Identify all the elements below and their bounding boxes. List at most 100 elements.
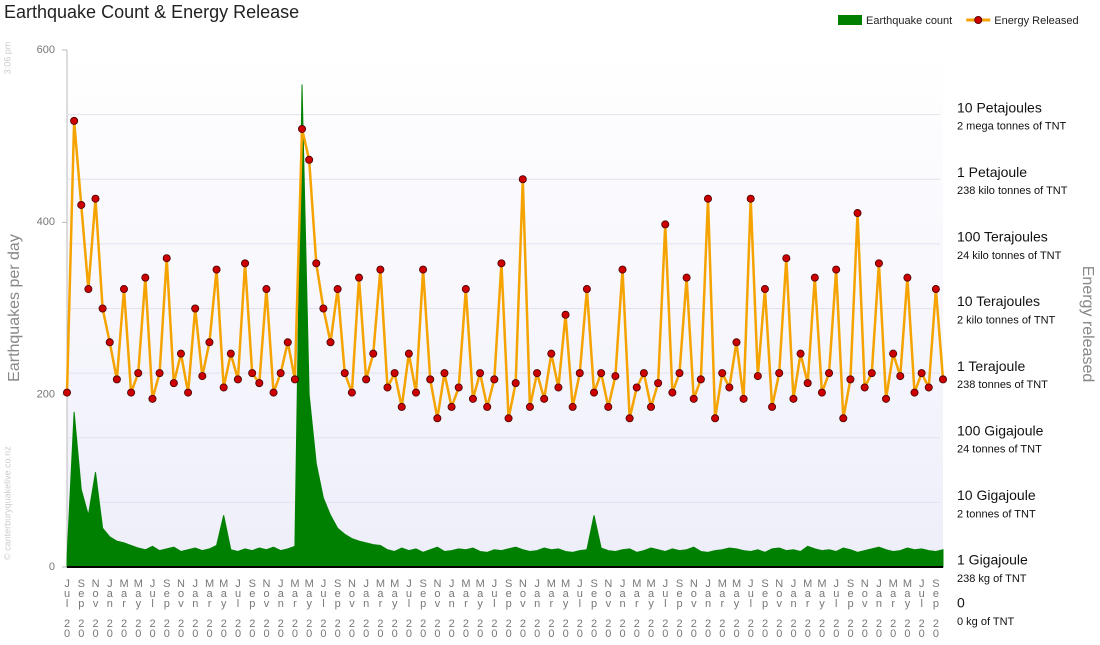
energy-point [369, 349, 378, 358]
x-tick-label: Jul 20 [488, 578, 500, 638]
x-tick-label: Nov 20 [431, 578, 443, 638]
y2-tick-label: 100 Terajoules [957, 229, 1048, 245]
energy-point [476, 369, 485, 378]
x-tick-label: Jan 20 [104, 578, 116, 638]
energy-point [262, 285, 271, 294]
x-tick-label: Jan 20 [360, 578, 372, 638]
x-tick-label: Nov 20 [261, 578, 273, 638]
energy-point [333, 285, 342, 294]
legend-swatch [838, 15, 862, 25]
energy-point [689, 394, 698, 403]
x-tick-label: Jul 20 [317, 578, 329, 638]
energy-point [839, 414, 848, 423]
energy-point [725, 383, 734, 392]
energy-point [882, 394, 891, 403]
energy-point [347, 388, 356, 397]
energy-point [711, 414, 720, 423]
x-tick-label: May 20 [560, 578, 572, 638]
energy-point [98, 304, 107, 313]
legend-label: Energy Released [994, 15, 1078, 27]
timestamp: 3:06 pm [2, 42, 12, 75]
energy-point [896, 372, 905, 381]
x-tick-label: May 20 [132, 578, 144, 638]
y2-tick-note: 2 mega tonnes of TNT [957, 121, 1067, 133]
x-tick-label: Jul 20 [403, 578, 415, 638]
energy-point [846, 375, 855, 384]
y2-tick-note: 24 kilo tonnes of TNT [957, 250, 1062, 262]
energy-point [661, 220, 670, 229]
y2-axis-label: Energy released [1079, 266, 1096, 383]
energy-point [119, 285, 128, 294]
energy-point [732, 338, 741, 347]
energy-point [148, 394, 157, 403]
energy-point [654, 379, 663, 388]
x-tick-label: Sep 20 [75, 578, 87, 638]
x-tick-label: Jan 20 [873, 578, 885, 638]
y-tick-label: 200 [37, 389, 55, 401]
x-tick-label: May 20 [731, 578, 743, 638]
energy-point [169, 379, 178, 388]
energy-point [390, 369, 399, 378]
x-tick-label: Mar 20 [716, 578, 728, 638]
energy-point [105, 338, 114, 347]
x-tick-label: Jul 20 [916, 578, 928, 638]
x-tick-label: Jul 20 [232, 578, 244, 638]
energy-point [141, 273, 150, 282]
energy-point [290, 375, 299, 384]
x-tick-label: May 20 [816, 578, 828, 638]
y-tick-label: 600 [37, 44, 55, 56]
energy-point [112, 375, 121, 384]
y2-tick-note: 238 kilo tonnes of TNT [957, 185, 1068, 197]
x-tick-label: May 20 [474, 578, 486, 638]
energy-point [233, 375, 242, 384]
energy-point [219, 383, 228, 392]
x-tick-label: Jan 20 [446, 578, 458, 638]
energy-point [931, 285, 940, 294]
energy-point [511, 379, 520, 388]
energy-point [582, 285, 591, 294]
energy-point [625, 414, 634, 423]
energy-point [269, 388, 278, 397]
x-tick-label: Nov 20 [773, 578, 785, 638]
y2-tick-note: 238 tonnes of TNT [957, 379, 1048, 391]
x-tick-label: Sep 20 [674, 578, 686, 638]
x-tick-label: Jan 20 [189, 578, 201, 638]
energy-point [397, 402, 406, 411]
y2-tick-label: 10 Terajoules [957, 293, 1040, 309]
energy-point [298, 124, 307, 133]
energy-point [647, 402, 656, 411]
energy-point [305, 155, 314, 164]
x-tick-label: Jan 20 [531, 578, 543, 638]
energy-point [696, 375, 705, 384]
energy-point [283, 338, 292, 347]
energy-line [65, 120, 945, 419]
energy-point [632, 383, 641, 392]
energy-point [490, 375, 499, 384]
x-tick-label: Mar 20 [289, 578, 301, 638]
energy-point [832, 265, 841, 274]
energy-point [533, 369, 542, 378]
energy-point [760, 285, 769, 294]
y2-tick-label: 100 Gigajoule [957, 422, 1044, 438]
credit: © canterburyquakelive.co.nz [2, 446, 12, 560]
energy-point [817, 388, 826, 397]
energy-point [468, 394, 477, 403]
y2-tick-label: 1 Petajoule [957, 164, 1027, 180]
y2-tick-label: 10 Gigajoule [957, 487, 1036, 503]
x-tick-label: Mar 20 [802, 578, 814, 638]
energy-point [618, 265, 627, 274]
energy-point [447, 402, 456, 411]
x-tick-label: Sep 20 [161, 578, 173, 638]
energy-point [497, 259, 506, 268]
x-tick-label: Jan 20 [617, 578, 629, 638]
energy-point [540, 394, 549, 403]
energy-point [611, 372, 620, 381]
x-tick-label: Sep 20 [845, 578, 857, 638]
x-tick-label: Sep 20 [332, 578, 344, 638]
energy-point [917, 369, 926, 378]
energy-point [739, 394, 748, 403]
energy-point [404, 349, 413, 358]
energy-point [340, 369, 349, 378]
x-tick-label: Jan 20 [702, 578, 714, 638]
x-tick-label: May 20 [389, 578, 401, 638]
